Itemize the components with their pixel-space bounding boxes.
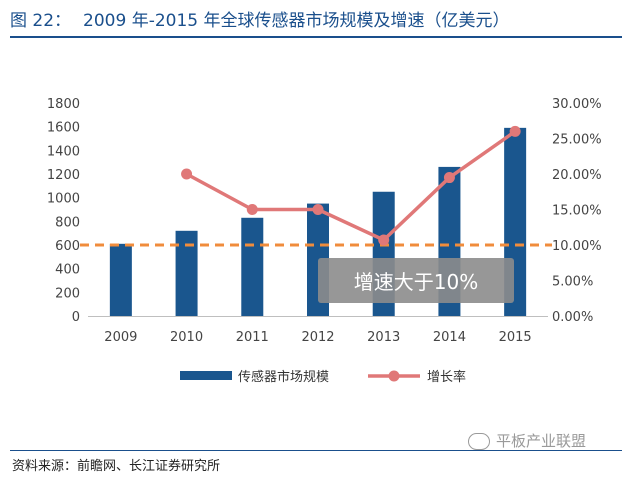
y-right-tick-label: 20.00% xyxy=(552,168,602,183)
legend-label-line: 增长率 xyxy=(427,369,466,385)
x-tick-label: 2015 xyxy=(499,330,532,345)
y-right-tick-label: 0.00% xyxy=(552,310,593,325)
y-right-tick-label: 15.00% xyxy=(552,204,602,219)
y-right-tick-label: 25.00% xyxy=(552,133,602,148)
x-tick-label: 2011 xyxy=(236,330,269,345)
growth-point-2011 xyxy=(246,204,258,215)
y-left-tick-label: 1000 xyxy=(47,192,80,207)
footer-divider xyxy=(10,450,622,451)
figure-title: 图 22： 2009 年-2015 年全球传感器市场规模及增速（亿美元） xyxy=(10,6,510,31)
y-right-tick-label: 10.00% xyxy=(552,239,602,254)
x-tick-label: 2013 xyxy=(367,330,400,345)
growth-rate-line xyxy=(185,129,517,242)
growth-point-2013 xyxy=(378,234,390,246)
legend-swatch-marker xyxy=(388,370,400,382)
wechat-icon xyxy=(468,433,490,450)
bar-2009 xyxy=(109,243,132,316)
legend-swatch-bar xyxy=(180,371,232,380)
annotation-box xyxy=(318,258,514,303)
watermark-text: 平板产业联盟 xyxy=(496,432,587,450)
annotation-text: 增速大于10% xyxy=(354,270,478,294)
bar-2010 xyxy=(175,230,198,316)
source-note: 资料来源：前瞻网、长江证券研究所 xyxy=(12,459,221,474)
y-left-tick-label: 400 xyxy=(55,263,80,278)
y-right-tick-label: 30.00% xyxy=(552,97,602,112)
y-left-tick-label: 1200 xyxy=(47,168,80,183)
x-tick-label: 2009 xyxy=(104,330,137,345)
y-left-tick-label: 0 xyxy=(72,310,80,325)
y-left-tick-label: 800 xyxy=(55,215,80,230)
y-left-tick-label: 600 xyxy=(55,239,80,254)
growth-point-2015 xyxy=(509,125,521,137)
y-left-tick-label: 200 xyxy=(55,286,80,301)
growth-point-2010 xyxy=(181,168,193,180)
title-divider xyxy=(10,36,622,38)
watermark: 平板产业联盟 xyxy=(468,430,586,451)
growth-point-2014 xyxy=(443,172,455,184)
y-left-tick-label: 1600 xyxy=(47,121,80,136)
y-left-tick-label: 1800 xyxy=(47,97,80,112)
figure-title-text: 2009 年-2015 年全球传感器市场规模及增速（亿美元） xyxy=(83,11,510,31)
x-tick-label: 2014 xyxy=(433,330,466,345)
x-tick-label: 2010 xyxy=(170,330,203,345)
y-left-tick-label: 1400 xyxy=(47,144,80,159)
y-right-tick-label: 5.00% xyxy=(552,275,593,290)
bar-2011 xyxy=(241,217,264,316)
x-tick-label: 2012 xyxy=(301,330,334,345)
growth-point-2012 xyxy=(312,204,324,215)
chart: 0 200 400 600 800 1000 1200 1400 1600 1800 0.00% 5.… xyxy=(47,97,602,385)
figure-number: 图 22： xyxy=(10,11,72,31)
legend-label-bar: 传感器市场规模 xyxy=(238,369,329,385)
